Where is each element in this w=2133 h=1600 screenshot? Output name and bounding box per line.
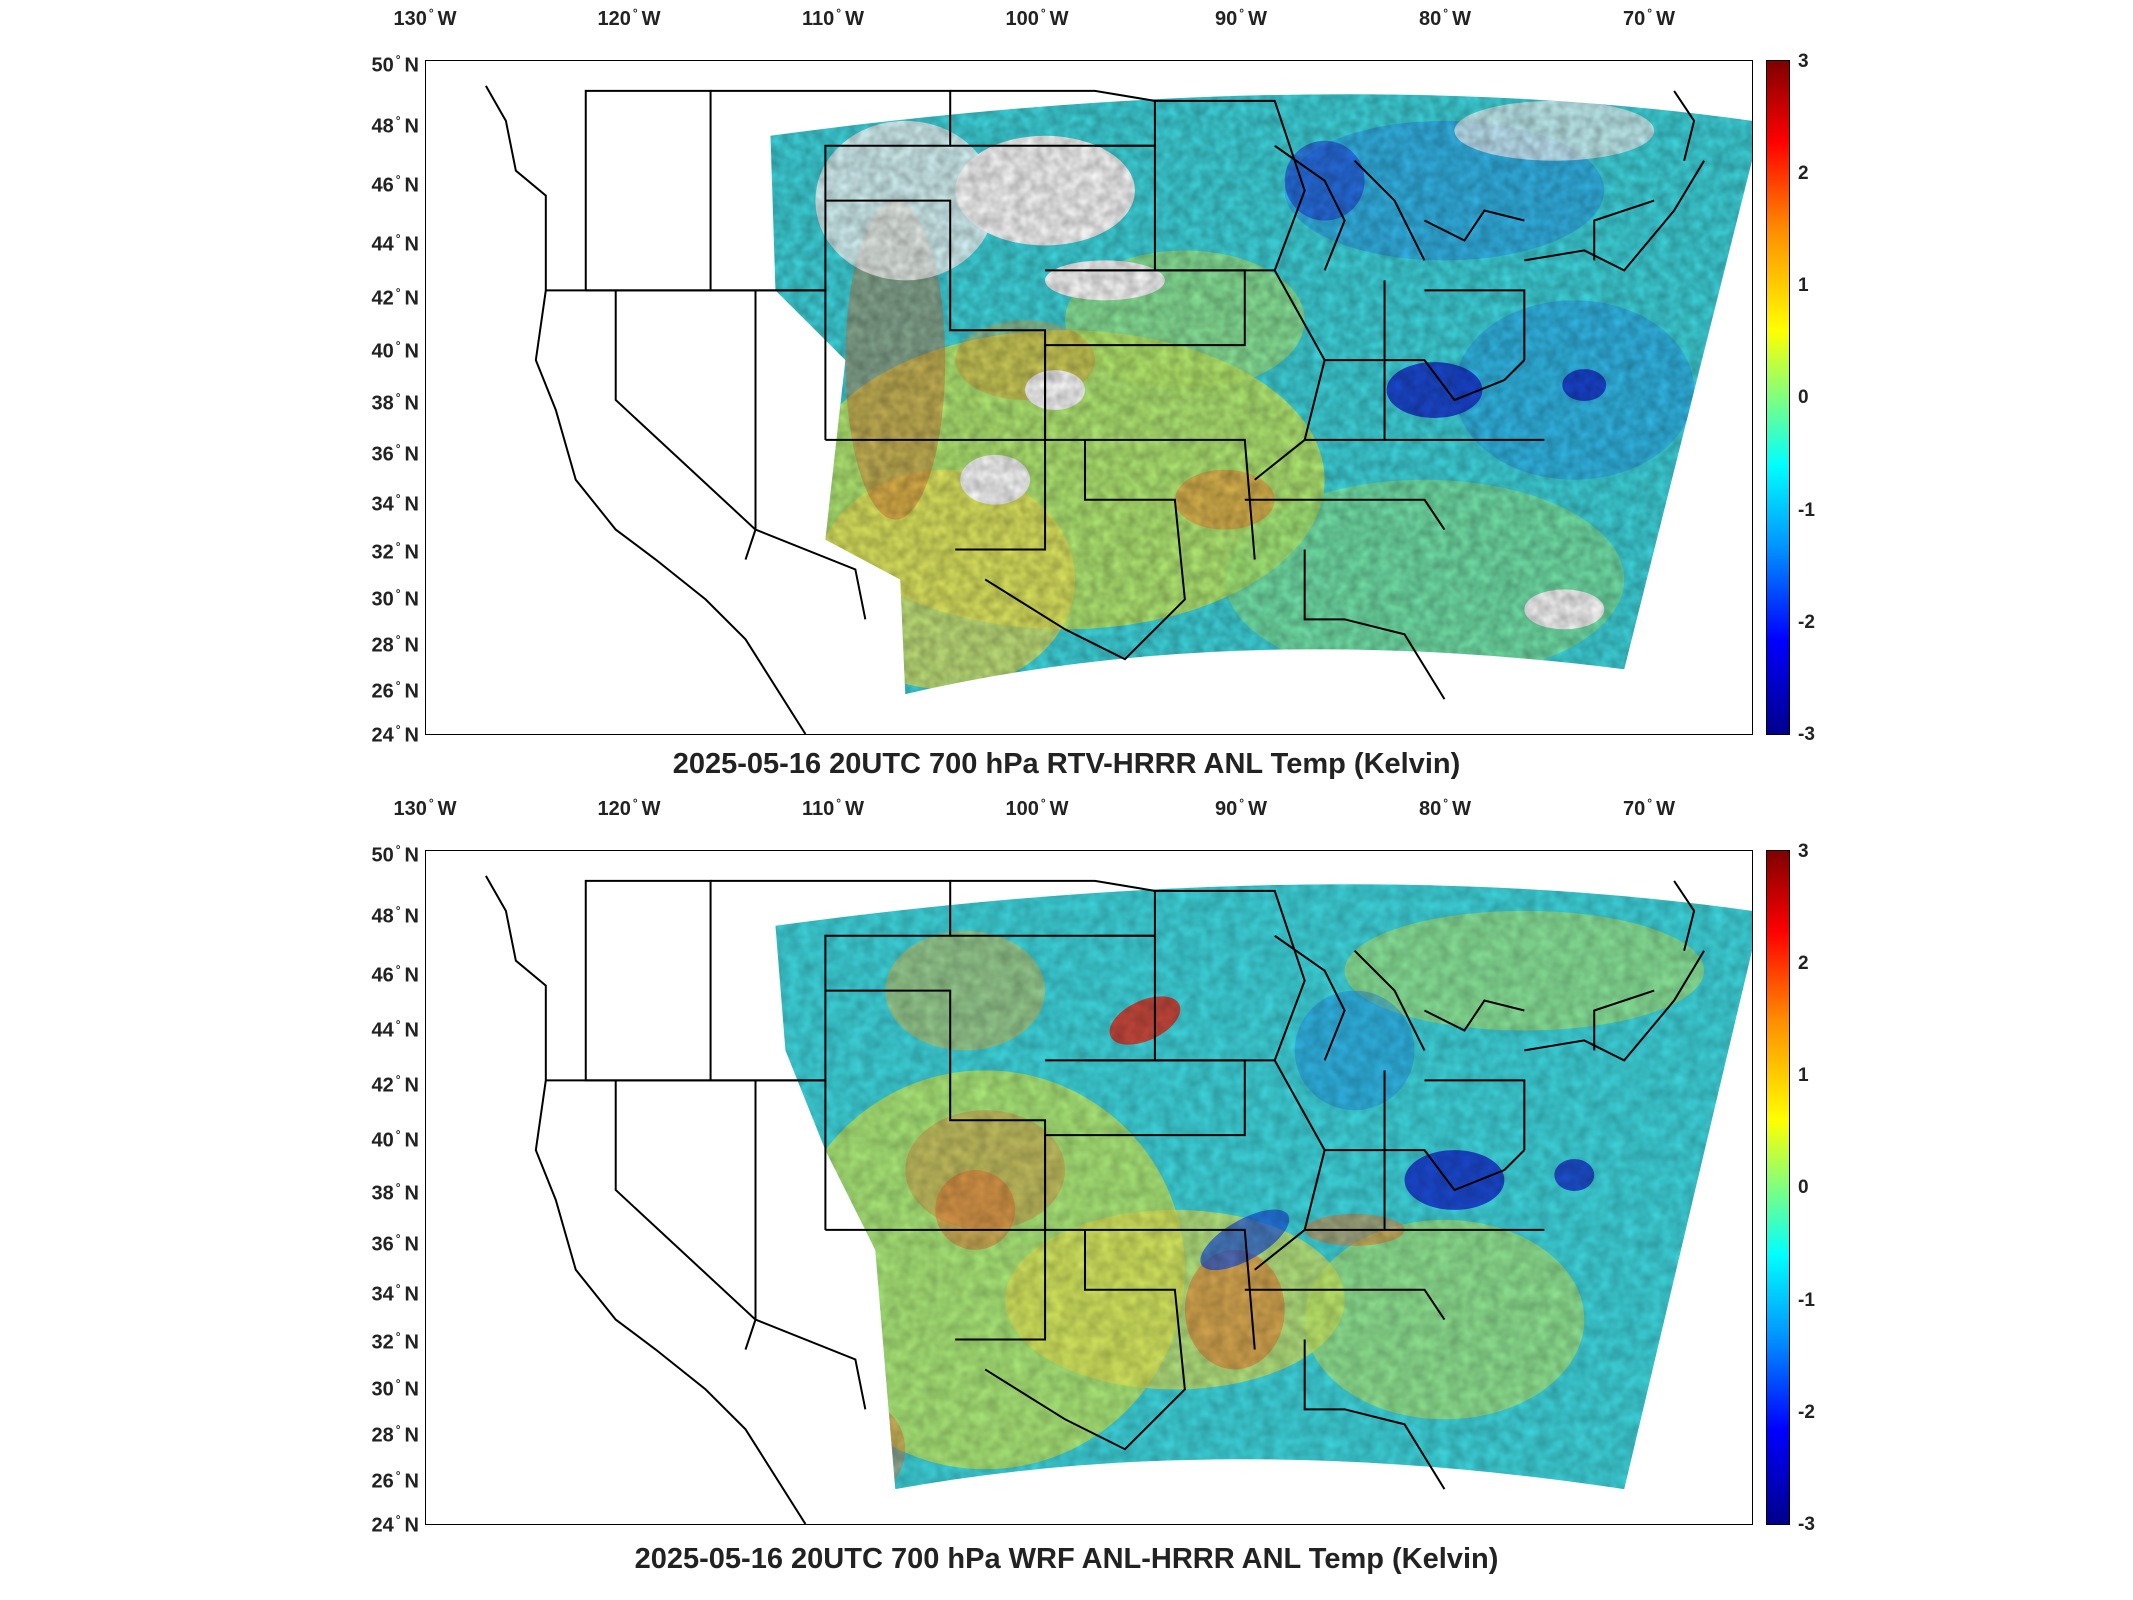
lon-label: 70 ° W xyxy=(1623,6,1675,30)
lat-label: 36 ° N xyxy=(371,1231,419,1256)
lat-label: 40 ° N xyxy=(371,1127,419,1152)
lat-label: 24 ° N xyxy=(371,722,419,747)
lon-label: 130 ° W xyxy=(393,796,457,820)
state-boundaries xyxy=(485,875,1705,1524)
lat-label: 24 ° N xyxy=(371,1512,419,1537)
panel-wrf-hrrr: 130 ° W 120 ° W 110 ° W 100 ° W 90 ° W 80 ° W 70 ° W 5… xyxy=(0,790,2133,1600)
lat-label: 40 ° N xyxy=(371,338,419,363)
map-area[interactable] xyxy=(425,60,1753,735)
plot-title: 2025-05-16 20UTC 700 hPa WRF ANL-HRRR AN… xyxy=(634,1543,1499,1575)
colorbar-tick-label: -3 xyxy=(1798,1514,1815,1535)
colorbar-tick-label: 3 xyxy=(1798,51,1809,72)
lat-label: 34 ° N xyxy=(371,1281,419,1306)
colorbar-tick-label: -2 xyxy=(1798,1402,1815,1423)
lat-label: 26 ° N xyxy=(371,678,419,703)
lon-label: 90 ° W xyxy=(1215,6,1267,30)
colorbar-tick-label: 0 xyxy=(1798,1177,1809,1198)
lat-label: 44 ° N xyxy=(371,1017,419,1042)
lat-label: 34 ° N xyxy=(371,491,419,516)
lat-label: 26 ° N xyxy=(371,1468,419,1493)
lat-label: 28 ° N xyxy=(371,632,419,657)
lat-label: 30 ° N xyxy=(371,586,419,611)
analysis-field xyxy=(770,94,1752,695)
lon-label: 120 ° W xyxy=(597,796,661,820)
lon-label: 110 ° W xyxy=(802,796,864,820)
map-canvas xyxy=(485,85,1752,734)
lat-label: 28 ° N xyxy=(371,1422,419,1447)
colorbar-tick-label: 0 xyxy=(1798,387,1809,408)
lat-label: 48 ° N xyxy=(371,903,419,928)
analysis-field xyxy=(775,884,1752,1490)
colorbar-tick-label: -1 xyxy=(1798,1290,1815,1311)
lat-label: 36 ° N xyxy=(371,441,419,466)
state-boundaries xyxy=(485,85,1705,734)
lat-label: 30 ° N xyxy=(371,1376,419,1401)
panel-rtv-hrrr: 130 ° W 120 ° W 110 ° W 100 ° W 90 ° W 80 ° W 70 ° W 5… xyxy=(0,0,2133,790)
colorbar-tick-label: 3 xyxy=(1798,841,1809,862)
lon-label: 80 ° W xyxy=(1419,6,1471,30)
lon-label: 90 ° W xyxy=(1215,796,1267,820)
lat-label: 42 ° N xyxy=(371,285,419,310)
lon-label: 110 ° W xyxy=(802,6,864,30)
map-canvas xyxy=(485,875,1752,1524)
lat-label: 38 ° N xyxy=(371,390,419,415)
lon-label: 100 ° W xyxy=(1005,796,1069,820)
lat-label: 50 ° N xyxy=(371,52,419,77)
lat-label: 46 ° N xyxy=(371,962,419,987)
lat-label: 32 ° N xyxy=(371,1329,419,1354)
colorbar-tick-label: -3 xyxy=(1798,724,1815,745)
plot-title: 2025-05-16 20UTC 700 hPa RTV-HRRR ANL Te… xyxy=(672,748,1461,780)
colorbar-tick-label: 1 xyxy=(1798,1065,1809,1086)
lat-label: 42 ° N xyxy=(371,1072,419,1097)
colorbar-tick-label: 2 xyxy=(1798,163,1809,184)
lon-label: 80 ° W xyxy=(1419,796,1471,820)
colorbar-tick-label: -2 xyxy=(1798,612,1815,633)
lat-label: 38 ° N xyxy=(371,1180,419,1205)
lat-label: 46 ° N xyxy=(371,172,419,197)
lat-label: 50 ° N xyxy=(371,842,419,867)
map-area[interactable] xyxy=(425,850,1753,1525)
colorbar xyxy=(1766,850,1790,1525)
colorbar-tick-label: -1 xyxy=(1798,500,1815,521)
lon-label: 100 ° W xyxy=(1005,6,1069,30)
lon-label: 70 ° W xyxy=(1623,796,1675,820)
colorbar-tick-label: 2 xyxy=(1798,953,1809,974)
lat-label: 44 ° N xyxy=(371,231,419,256)
lat-label: 32 ° N xyxy=(371,539,419,564)
lat-label: 48 ° N xyxy=(371,113,419,138)
colorbar-tick-label: 1 xyxy=(1798,275,1809,296)
lon-label: 130 ° W xyxy=(393,6,457,30)
colorbar xyxy=(1766,60,1790,735)
lon-label: 120 ° W xyxy=(597,6,661,30)
